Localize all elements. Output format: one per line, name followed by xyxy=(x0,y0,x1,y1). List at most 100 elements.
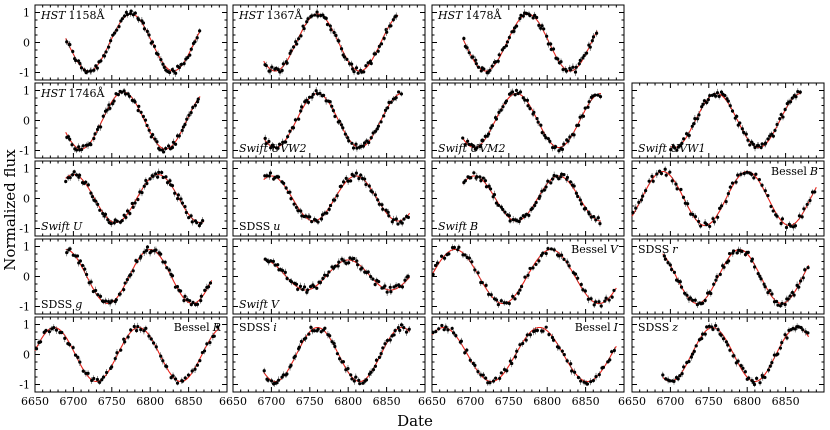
x-tick-label: 6750 xyxy=(98,395,126,408)
y-tick-label: 1 xyxy=(23,163,30,176)
data-point xyxy=(343,132,347,136)
data-point xyxy=(307,332,311,336)
data-point xyxy=(133,11,137,15)
panel-grid: -101 HST 1158Å HST 1367Å HST 1478Å-101 HST 1746Å… xyxy=(19,4,825,408)
data-point xyxy=(384,27,388,32)
data-point xyxy=(90,195,95,199)
data-point xyxy=(690,352,695,356)
data-point xyxy=(771,209,775,213)
data-point xyxy=(68,42,72,47)
panel-label-band: UVM2 xyxy=(470,142,505,155)
data-point xyxy=(346,366,350,371)
panel-label-band: 1478Å xyxy=(465,8,502,22)
data-point xyxy=(299,34,303,38)
data-point xyxy=(208,340,212,345)
data-point xyxy=(672,379,676,383)
data-point xyxy=(766,368,771,372)
data-point xyxy=(711,217,715,221)
data-point xyxy=(276,263,280,267)
data-point xyxy=(394,96,398,100)
data-point xyxy=(320,213,325,217)
data-point xyxy=(173,142,178,146)
data-point xyxy=(167,70,172,75)
data-point xyxy=(47,330,52,334)
data-point xyxy=(750,257,754,261)
data-point xyxy=(456,248,460,252)
data-point xyxy=(318,91,322,96)
panel-13: Bessel V xyxy=(431,238,625,315)
data-point xyxy=(369,275,373,279)
data-point xyxy=(494,298,499,302)
data-point xyxy=(333,264,337,268)
data-point xyxy=(125,209,130,213)
panel-5: Swift UVM2 xyxy=(431,82,625,159)
data-point xyxy=(63,336,67,340)
data-point xyxy=(180,128,184,133)
data-point xyxy=(490,124,495,128)
data-point xyxy=(66,135,71,139)
data-point xyxy=(399,92,404,96)
data-point xyxy=(174,71,178,75)
data-point xyxy=(301,287,305,292)
data-point xyxy=(112,31,117,35)
data-point xyxy=(349,373,353,377)
data-point xyxy=(488,381,492,385)
data-point xyxy=(579,379,583,383)
data-point xyxy=(528,333,532,337)
data-point xyxy=(339,184,343,188)
data-point xyxy=(170,145,175,150)
data-point xyxy=(721,337,726,341)
data-point xyxy=(396,325,401,330)
data-point xyxy=(328,203,333,208)
data-point xyxy=(608,358,612,362)
data-point xyxy=(488,187,493,191)
data-point xyxy=(701,102,705,106)
data-point xyxy=(199,294,203,298)
data-point xyxy=(462,36,466,41)
data-point xyxy=(740,249,744,254)
panel-11: -1 0 1 SDSS g xyxy=(19,238,228,315)
data-point xyxy=(101,375,106,379)
data-point xyxy=(544,185,548,189)
data-point xyxy=(402,217,406,221)
data-point xyxy=(444,325,448,329)
data-point xyxy=(603,299,607,303)
data-point xyxy=(76,59,81,63)
data-point xyxy=(180,201,185,205)
data-point xyxy=(330,104,334,108)
y-tick-label: 1 xyxy=(23,85,30,98)
y-tick-label: -1 xyxy=(19,223,30,236)
data-point xyxy=(512,26,517,30)
data-point xyxy=(657,169,662,173)
data-point xyxy=(482,67,486,71)
data-point xyxy=(385,30,389,34)
data-point xyxy=(165,266,169,270)
data-point xyxy=(164,175,168,179)
panel-label-instrument: HST xyxy=(437,9,464,22)
data-point xyxy=(711,327,715,331)
data-point xyxy=(741,366,745,370)
data-point xyxy=(559,60,563,64)
data-point xyxy=(763,141,768,145)
data-point xyxy=(521,14,526,18)
data-point xyxy=(157,170,161,174)
data-point xyxy=(362,141,367,145)
data-point xyxy=(354,66,359,70)
data-point xyxy=(726,343,730,347)
data-point xyxy=(783,333,787,337)
data-point xyxy=(475,146,479,150)
y-tick-label: 1 xyxy=(23,7,30,20)
data-point xyxy=(387,214,391,218)
data-point xyxy=(719,333,723,337)
data-point xyxy=(321,93,326,97)
data-point xyxy=(489,293,493,297)
x-tick-label: 6850 xyxy=(772,395,800,408)
data-point xyxy=(325,273,329,277)
data-point xyxy=(139,254,143,259)
data-point xyxy=(683,291,687,295)
model-curve xyxy=(65,13,201,72)
data-point xyxy=(288,129,292,133)
x-tick-label: 6800 xyxy=(136,395,164,408)
data-point xyxy=(262,369,266,373)
data-point xyxy=(367,184,371,188)
